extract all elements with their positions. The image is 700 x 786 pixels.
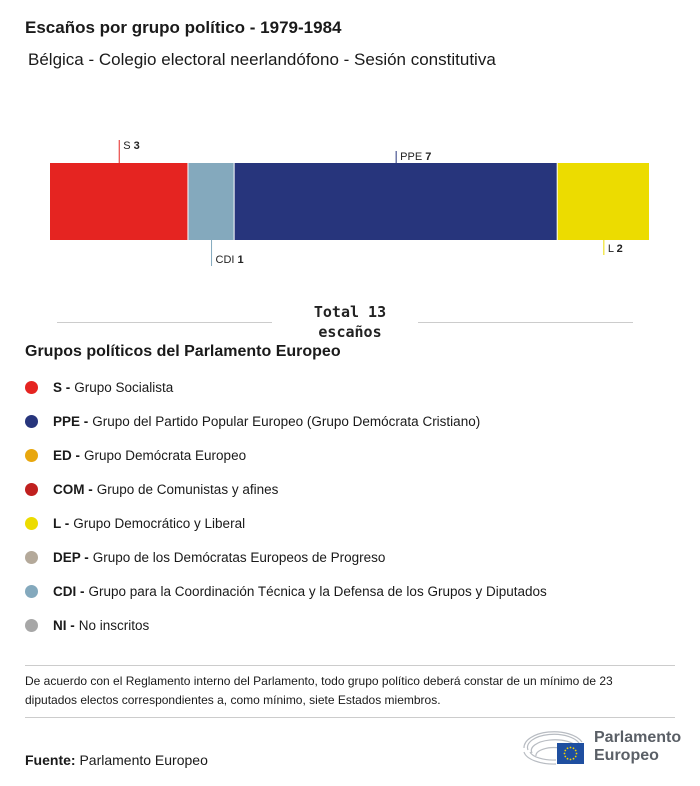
data-label-PPE: PPE 7 — [400, 151, 431, 163]
seat-bar-chart: S 3 CDI 1 PPE 7 L 2 — [50, 140, 649, 266]
legend-swatch — [25, 550, 38, 564]
legend-swatch — [25, 618, 38, 632]
legend-swatch — [25, 482, 38, 496]
total-label: Total 13 — [313, 303, 387, 321]
european-parliament-logo: Parlamento Europeo — [520, 728, 681, 766]
legend-name: Grupo Democrático y Liberal — [73, 515, 246, 531]
legend-abbr: COM - — [53, 481, 93, 497]
legend-title: Grupos políticos del Parlamento Europeo — [25, 343, 341, 360]
data-label-CDI: CDI 1 — [216, 254, 244, 266]
legend-abbr: L - — [53, 515, 70, 531]
legend-abbr: DEP - — [53, 549, 89, 565]
legend-name: Grupo de los Demócratas Europeos de Prog… — [92, 549, 386, 565]
legend-item: COM - Grupo de Comunistas y afines — [25, 472, 547, 506]
legend-item: NI - No inscritos — [25, 608, 547, 642]
legend: S - Grupo Socialista PPE - Grupo del Partid… — [25, 370, 547, 642]
legend-abbr: ED - — [53, 447, 80, 463]
legend-swatch — [25, 516, 38, 530]
hemicycle-flag-icon — [523, 731, 584, 765]
legend-name: Grupo Socialista — [74, 379, 174, 395]
legend-item: ED - Grupo Demócrata Europeo — [25, 438, 547, 472]
source-label: Fuente: — [25, 752, 76, 768]
legend-name: Grupo del Partido Popular Europeo (Grupo… — [92, 413, 481, 429]
source-value: Parlamento Europeo — [79, 752, 208, 768]
legend-name: No inscritos — [78, 617, 150, 633]
page-title: Escaños por grupo político - 1979-1984 — [25, 18, 342, 37]
source: Fuente: Parlamento Europeo — [25, 752, 208, 768]
logo-text-line: Europeo — [594, 747, 659, 764]
bar-segment-PPE — [234, 163, 557, 240]
total-unit: escaños — [318, 323, 382, 341]
legend-swatch — [25, 380, 38, 394]
bar-segment-CDI — [188, 163, 234, 240]
legend-item: DEP - Grupo de los Demócratas Europeos de… — [25, 540, 547, 574]
legend-name: Grupo de Comunistas y afines — [96, 481, 279, 497]
legend-swatch — [25, 584, 38, 598]
legend-item: PPE - Grupo del Partido Popular Europeo (… — [25, 404, 547, 438]
logo-text-line: Parlamento — [594, 729, 682, 746]
legend-abbr: CDI - — [53, 583, 85, 599]
legend-swatch — [25, 448, 38, 462]
legend-swatch — [25, 414, 38, 428]
legend-item: L - Grupo Democrático y Liberal — [25, 506, 547, 540]
divider — [57, 322, 272, 323]
legend-item: CDI - Grupo para la Coordinación Técnica … — [25, 574, 547, 608]
bar-segment-L — [557, 163, 649, 240]
legend-name: Grupo para la Coordinación Técnica y la … — [88, 583, 547, 599]
page-subtitle: Bélgica - Colegio electoral neerlandófon… — [28, 50, 496, 69]
total-seats: Total 13 escaños — [275, 302, 425, 342]
legend-abbr: PPE - — [53, 413, 89, 429]
footnote: De acuerdo con el Reglamento interno del… — [25, 674, 613, 707]
divider — [25, 665, 675, 666]
divider — [25, 717, 675, 718]
legend-item: S - Grupo Socialista — [25, 370, 547, 404]
legend-name: Grupo Demócrata Europeo — [84, 447, 247, 463]
divider — [418, 322, 633, 323]
data-label-L: L 2 — [608, 243, 623, 255]
bar-segment-S — [50, 163, 188, 240]
legend-abbr: S - — [53, 379, 71, 395]
legend-abbr: NI - — [53, 617, 75, 633]
data-label-S: S 3 — [123, 140, 140, 152]
